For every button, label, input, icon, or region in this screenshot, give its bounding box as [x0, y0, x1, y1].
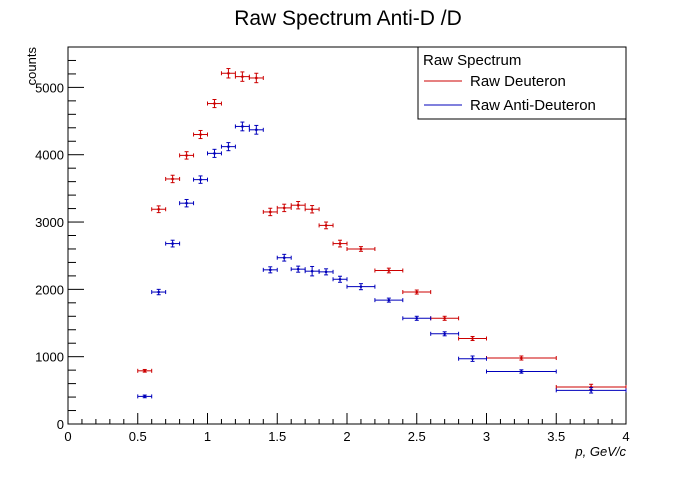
- data-point: [332, 275, 348, 283]
- data-point: [179, 151, 195, 160]
- legend: Raw Spectrum Raw Deuteron Raw Anti-Deuter…: [417, 46, 627, 120]
- series-layer: [137, 68, 627, 399]
- x-axis-label: p, GeV/c: [574, 444, 626, 459]
- data-point: [555, 387, 627, 394]
- legend-entries: Raw Deuteron Raw Anti-Deuteron: [424, 73, 596, 114]
- data-point: [430, 315, 460, 321]
- data-point: [318, 268, 334, 276]
- data-point: [486, 355, 557, 361]
- legend-entry: Raw Deuteron: [424, 73, 566, 90]
- data-point: [207, 99, 222, 109]
- data-point: [262, 207, 278, 217]
- y-tick-label: 1000: [35, 350, 64, 365]
- data-point: [458, 355, 487, 362]
- data-point: [193, 175, 208, 184]
- x-axis-label-text: p, GeV/c: [574, 444, 626, 459]
- series-anti-deuteron: [137, 121, 627, 399]
- y-axis-label-text: counts: [24, 47, 39, 86]
- y-tick-label: 0: [57, 417, 64, 432]
- series-deuteron: [137, 68, 627, 391]
- data-point: [304, 205, 320, 214]
- x-tick-label: 2: [343, 429, 350, 444]
- data-point: [374, 267, 404, 274]
- data-point: [276, 253, 292, 262]
- x-tick-label: 0.5: [129, 429, 147, 444]
- data-point: [151, 288, 167, 296]
- data-point: [151, 205, 167, 214]
- x-tick-label: 1: [204, 429, 211, 444]
- x-tick-label: 0: [64, 429, 71, 444]
- axis-ticks: 0 0.5 1 1.5 2 2.5 3 3.5 4 0 1000 2000 3000 4000 5000: [35, 59, 630, 444]
- data-point: [430, 331, 460, 337]
- x-tick-label: 3: [483, 429, 490, 444]
- x-tick-label: 1.5: [268, 429, 286, 444]
- y-tick-label: 2000: [35, 282, 64, 297]
- data-point: [332, 239, 348, 248]
- data-point: [346, 283, 376, 291]
- data-point: [290, 265, 306, 273]
- data-point: [318, 221, 334, 230]
- legend-label: Raw Anti-Deuteron: [470, 97, 596, 114]
- data-point: [262, 266, 278, 274]
- x-tick-label: 3.5: [547, 429, 565, 444]
- legend-title: Raw Spectrum: [423, 52, 521, 69]
- data-point: [374, 297, 404, 303]
- legend-entry: Raw Anti-Deuteron: [424, 97, 596, 114]
- data-point: [207, 148, 222, 158]
- chart-title: Raw Spectrum Anti-D /D: [234, 7, 462, 30]
- data-point: [402, 315, 432, 321]
- data-point: [137, 368, 153, 373]
- data-point: [248, 72, 264, 84]
- legend-box: [417, 46, 627, 120]
- y-axis-label: counts: [24, 47, 39, 86]
- data-point: [304, 265, 320, 277]
- data-point: [234, 121, 250, 132]
- data-point: [179, 198, 195, 208]
- data-point: [248, 124, 264, 135]
- x-tick-label: 2.5: [408, 429, 426, 444]
- data-point: [165, 174, 181, 184]
- data-point: [458, 335, 487, 342]
- y-tick-label: 5000: [35, 80, 64, 95]
- data-point: [165, 239, 181, 248]
- data-point: [276, 203, 292, 213]
- data-point: [402, 289, 432, 295]
- x-tick-label: 4: [622, 429, 629, 444]
- legend-label: Raw Deuteron: [470, 73, 566, 90]
- data-point: [290, 201, 306, 210]
- data-point: [220, 142, 236, 152]
- data-point: [234, 71, 250, 82]
- data-point: [193, 129, 208, 140]
- y-tick-label: 3000: [35, 215, 64, 230]
- data-point: [346, 246, 376, 252]
- data-point: [220, 68, 236, 79]
- y-tick-label: 4000: [35, 148, 64, 163]
- data-point: [486, 369, 557, 374]
- data-point: [137, 394, 153, 399]
